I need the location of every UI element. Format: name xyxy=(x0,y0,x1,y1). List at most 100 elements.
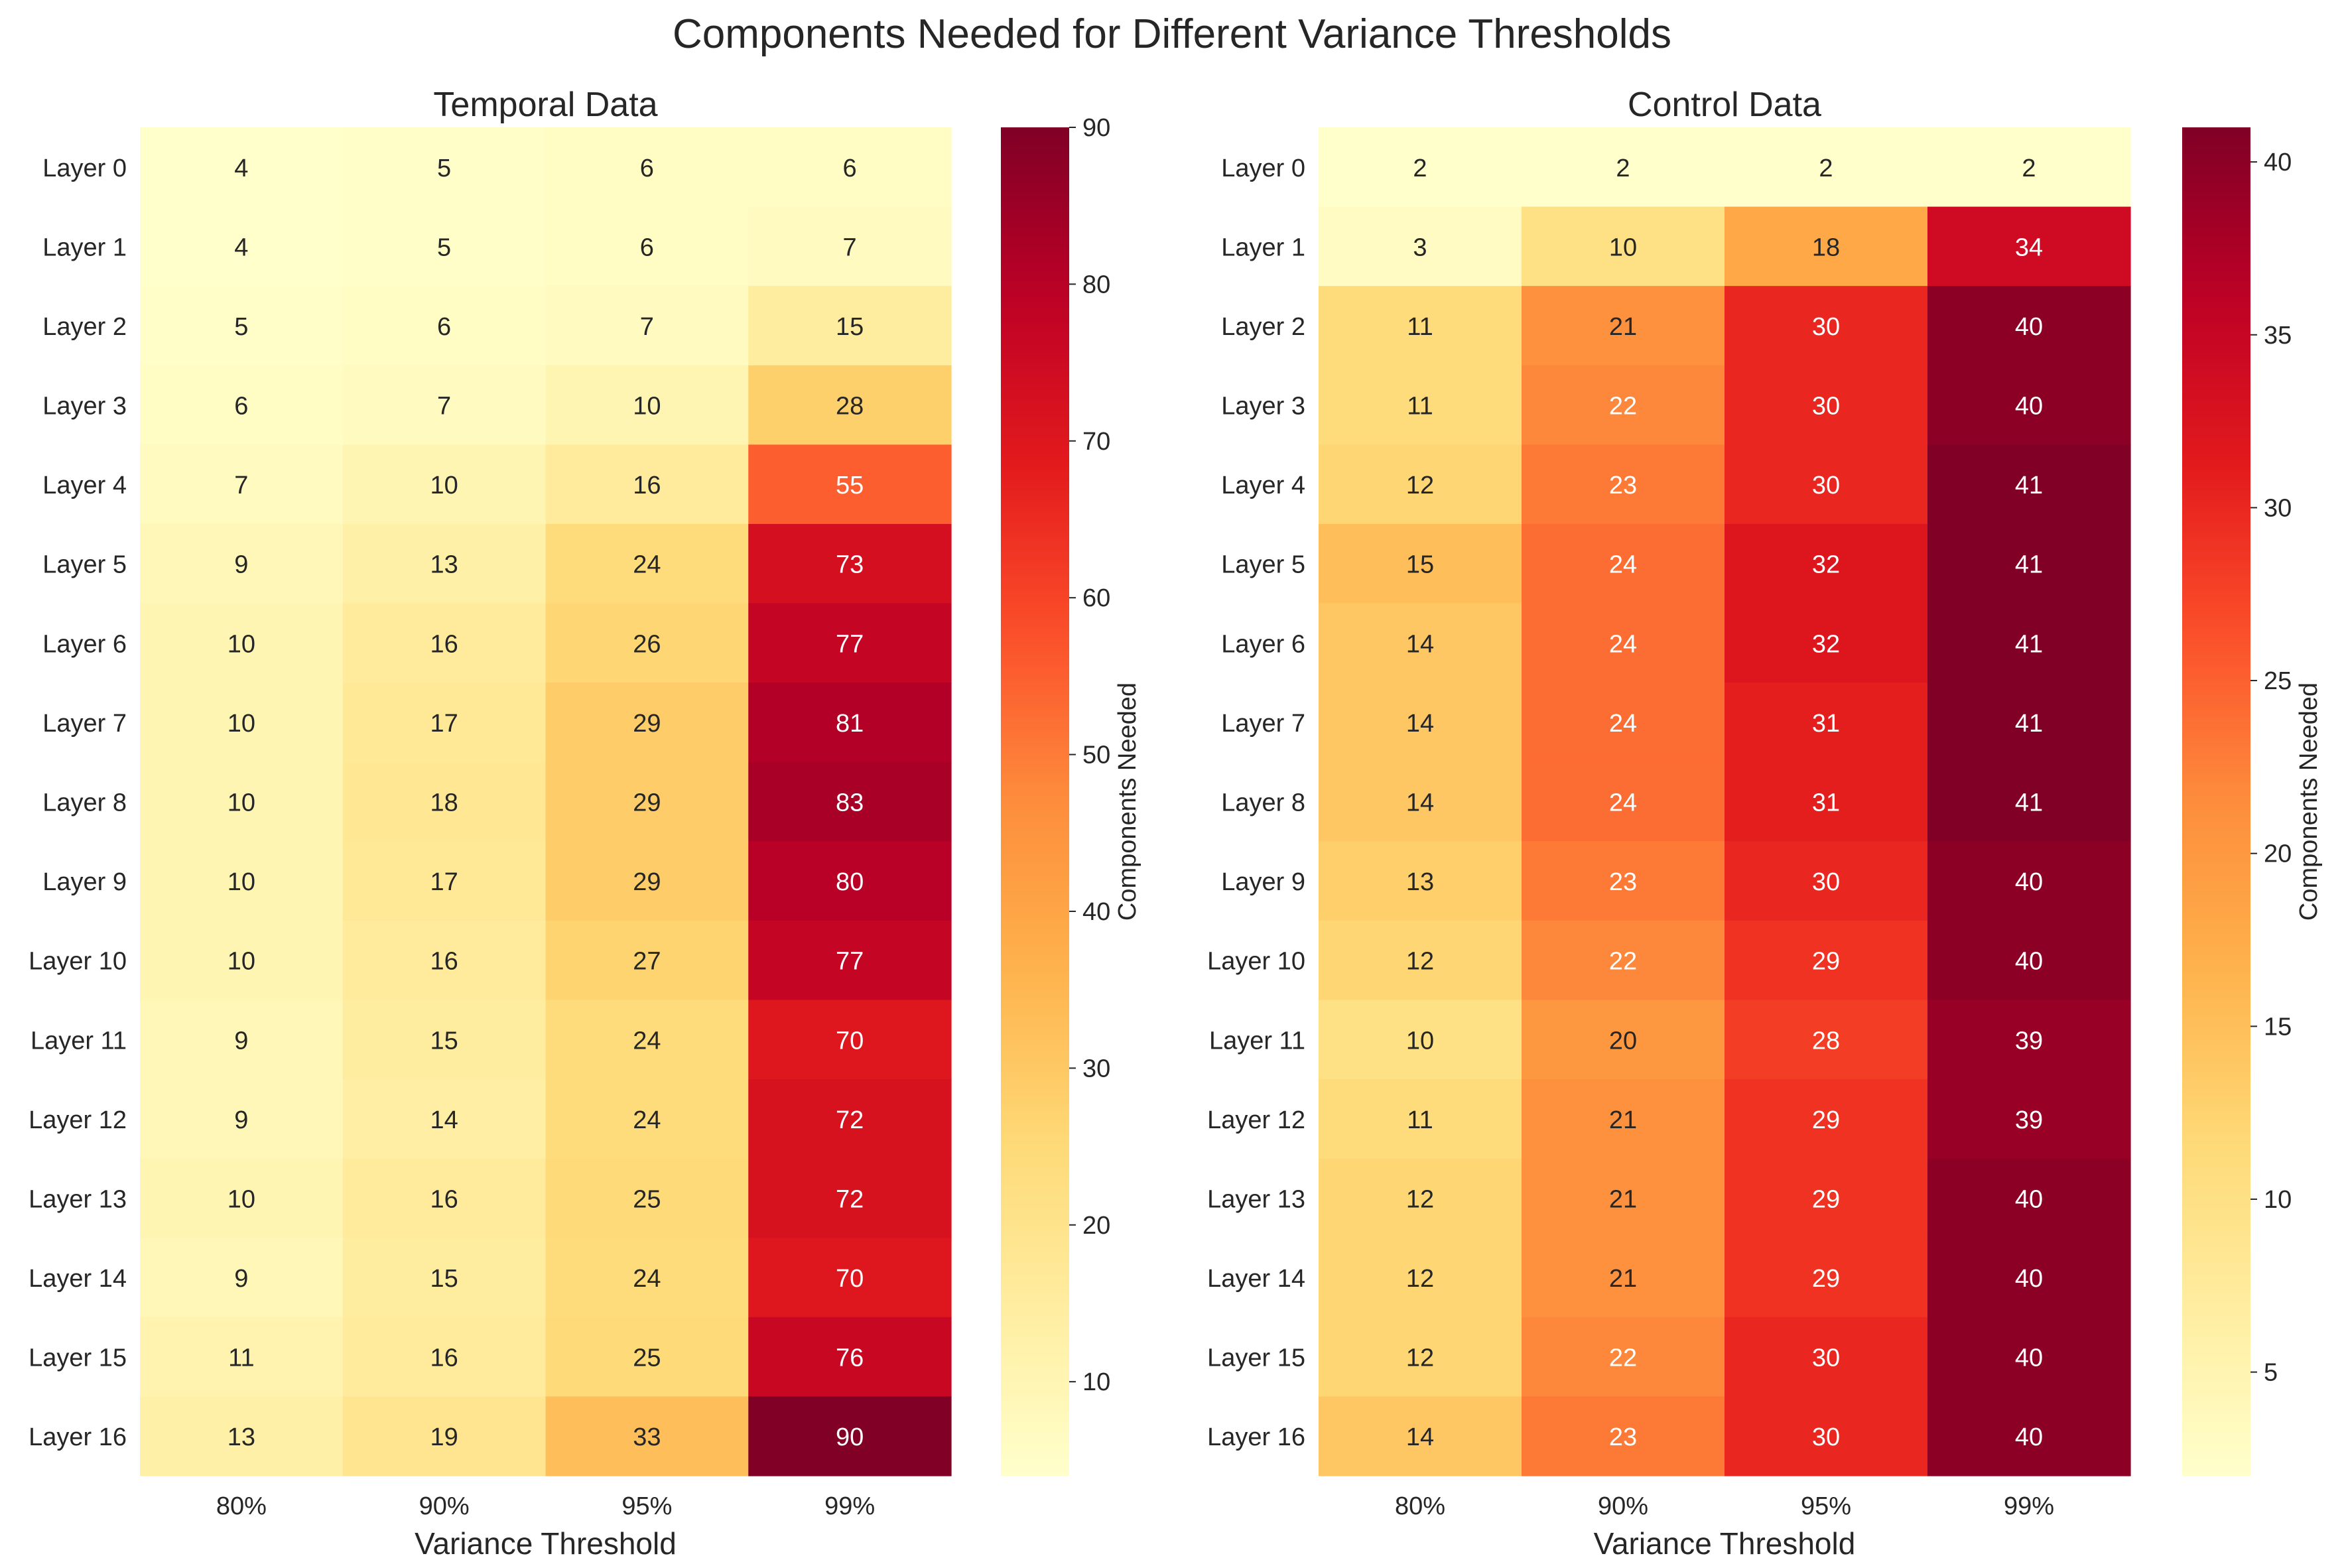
y-tick-label: Layer 11 xyxy=(31,1027,127,1055)
heatmap-cell xyxy=(1927,127,2131,208)
heatmap-cell xyxy=(748,920,952,1001)
y-tick-label: Layer 12 xyxy=(29,1106,127,1134)
heatmap-cell xyxy=(140,1000,344,1080)
colorbar-tick-label: 15 xyxy=(2264,1013,2292,1041)
heatmap-cell xyxy=(140,1079,344,1159)
cell-value-label: 2 xyxy=(2022,155,2036,182)
heatmap-cell xyxy=(342,603,547,683)
cell-value-label: 30 xyxy=(1812,472,1840,499)
heatmap-cell xyxy=(1319,523,1522,604)
heatmap-cell xyxy=(140,286,344,366)
colorbar xyxy=(1001,127,1069,1476)
y-tick-label: Layer 6 xyxy=(1221,630,1305,658)
heatmap-cell xyxy=(1522,365,1725,445)
colorbar-tick-label: 40 xyxy=(2264,149,2292,176)
cell-value-label: 23 xyxy=(1609,868,1637,896)
y-tick-label: Layer 14 xyxy=(1207,1265,1305,1293)
y-tick-label: Layer 4 xyxy=(42,472,127,499)
y-tick-label: Layer 16 xyxy=(1207,1423,1305,1451)
cell-value-label: 16 xyxy=(430,1185,458,1213)
cell-value-label: 14 xyxy=(1406,710,1434,738)
cell-value-label: 16 xyxy=(430,630,458,658)
heatmap-cell xyxy=(545,1000,749,1080)
cell-value-label: 41 xyxy=(2015,710,2043,738)
heatmap-cell xyxy=(1927,1396,2131,1476)
cell-value-label: 32 xyxy=(1812,630,1840,658)
heatmap-cell xyxy=(1522,523,1725,604)
heatmap-cell xyxy=(748,523,952,604)
cell-value-label: 72 xyxy=(836,1185,864,1213)
cell-value-label: 9 xyxy=(234,1265,248,1293)
y-tick-label: Layer 8 xyxy=(1221,789,1305,817)
heatmap-cell xyxy=(1725,761,1928,842)
heatmap-cell xyxy=(342,444,547,525)
cell-value-label: 7 xyxy=(640,313,654,341)
heatmap-cell xyxy=(140,1317,344,1398)
cell-value-label: 24 xyxy=(1609,789,1637,817)
heatmap-cell xyxy=(1522,920,1725,1001)
cell-value-label: 10 xyxy=(228,789,255,817)
y-tick-label: Layer 6 xyxy=(42,630,127,658)
colorbar-label: Components Needed xyxy=(1114,683,1141,921)
cell-value-label: 13 xyxy=(228,1423,255,1451)
colorbar-tick-label: 90 xyxy=(1082,114,1110,142)
cell-value-label: 11 xyxy=(228,1344,254,1372)
heatmap-cell xyxy=(1725,1396,1928,1476)
cell-value-label: 12 xyxy=(1406,1265,1434,1293)
cell-value-label: 12 xyxy=(1406,948,1434,976)
heatmap-cell xyxy=(748,127,952,208)
y-tick-label: Layer 15 xyxy=(29,1344,127,1372)
heatmap-cell xyxy=(1319,1317,1522,1398)
cell-value-label: 10 xyxy=(228,630,255,658)
cell-value-label: 14 xyxy=(1406,789,1434,817)
heatmap-cell xyxy=(1319,286,1522,366)
cell-value-label: 27 xyxy=(633,948,661,976)
heatmap-cell xyxy=(1725,1079,1928,1159)
cell-value-label: 22 xyxy=(1609,393,1637,421)
heatmap-cell xyxy=(1522,683,1725,763)
heatmap-cell xyxy=(140,206,344,287)
cell-value-label: 29 xyxy=(633,710,661,738)
heatmap-cell xyxy=(140,920,344,1001)
cell-value-label: 7 xyxy=(234,472,248,499)
cell-value-label: 80 xyxy=(836,868,864,896)
heatmap-cell xyxy=(1927,1317,2131,1398)
heatmap-cell xyxy=(1725,286,1928,366)
heatmap-cell xyxy=(545,1238,749,1318)
heatmap-cell xyxy=(1522,1079,1725,1159)
colorbar xyxy=(2182,127,2250,1476)
colorbar-tick-label: 35 xyxy=(2264,322,2292,350)
cell-value-label: 30 xyxy=(1812,393,1840,421)
heatmap-cell xyxy=(1725,1000,1928,1080)
heatmap-cell xyxy=(1319,1079,1522,1159)
heatmap-cell xyxy=(1319,206,1522,287)
figure-title: Components Needed for Different Variance… xyxy=(673,11,1671,57)
cell-value-label: 10 xyxy=(633,393,661,421)
heatmap-cell xyxy=(342,1000,547,1080)
colorbar-tick-label: 20 xyxy=(1082,1212,1110,1240)
heatmap-cell xyxy=(545,920,749,1001)
cell-value-label: 10 xyxy=(228,710,255,738)
cell-value-label: 23 xyxy=(1609,1423,1637,1451)
cell-value-label: 15 xyxy=(1406,551,1434,579)
x-axis-label: Variance Threshold xyxy=(1594,1526,1856,1561)
cell-value-label: 14 xyxy=(430,1106,458,1134)
cell-value-label: 12 xyxy=(1406,1185,1434,1213)
heatmap-cell xyxy=(748,683,952,763)
cell-value-label: 19 xyxy=(430,1423,458,1451)
heatmap-cell xyxy=(140,603,344,683)
colorbar-tick-label: 50 xyxy=(1082,742,1110,769)
cell-value-label: 39 xyxy=(2015,1027,2043,1055)
cell-value-label: 6 xyxy=(640,233,654,261)
y-tick-label: Layer 5 xyxy=(42,551,127,579)
heatmap-cell xyxy=(748,1317,952,1398)
cell-value-label: 29 xyxy=(633,789,661,817)
heatmap-cell xyxy=(1725,1158,1928,1238)
heatmap-cell xyxy=(140,127,344,208)
y-tick-label: Layer 0 xyxy=(1221,155,1305,182)
heatmap-cell xyxy=(1927,683,2131,763)
cell-value-label: 2 xyxy=(1819,155,1833,182)
heatmap-cell xyxy=(140,1158,344,1238)
